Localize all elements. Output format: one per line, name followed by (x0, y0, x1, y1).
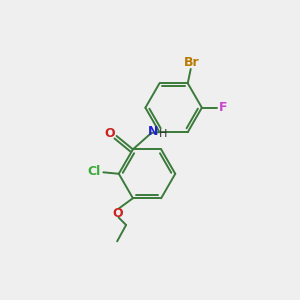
Text: Br: Br (184, 56, 199, 69)
Text: O: O (112, 208, 123, 220)
Text: F: F (219, 100, 227, 114)
Text: O: O (105, 127, 115, 140)
Text: H: H (158, 130, 167, 140)
Text: N: N (148, 125, 158, 138)
Text: Cl: Cl (88, 165, 101, 178)
